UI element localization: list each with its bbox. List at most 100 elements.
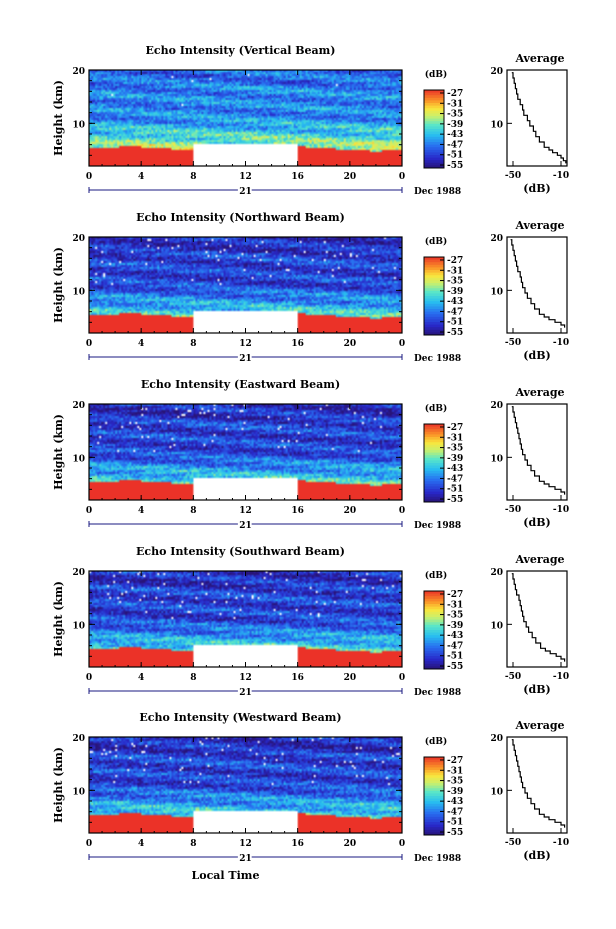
colorbar-tick-label: -43 xyxy=(447,797,463,807)
colorbar-tick-label: -27 xyxy=(447,590,463,600)
colorbar-segment xyxy=(424,290,444,294)
profile-y-tick-label: 10 xyxy=(490,787,503,797)
colorbar-segment xyxy=(424,277,444,281)
colorbar-segment xyxy=(424,650,444,654)
average-profile-1: Average 10 20 -50 -10(dB) xyxy=(490,52,569,195)
colorbar-tick-label: -31 xyxy=(447,99,463,109)
colorbar-unit: (dB) xyxy=(425,736,447,747)
colorbar-segment xyxy=(424,257,444,261)
colorbar-segment xyxy=(424,764,444,768)
colorbar-tick-label: -43 xyxy=(447,631,463,641)
colorbar-segment xyxy=(424,772,444,776)
colorbar-segment xyxy=(424,155,444,159)
colorbar-segment xyxy=(424,624,444,628)
profile-y-tick-label: 10 xyxy=(490,621,503,631)
colorbar-segment xyxy=(424,666,444,670)
colorbar-tick-label: -35 xyxy=(447,611,463,621)
colorbar-tick-label: -31 xyxy=(447,766,463,776)
colorbar-segment xyxy=(424,645,444,649)
colorbar-frame xyxy=(423,590,445,670)
colorbar-segment xyxy=(424,447,444,451)
profile-frame xyxy=(506,403,568,501)
colorbar-frame xyxy=(423,423,445,503)
colorbar-tick-label: -39 xyxy=(447,120,463,130)
colorbar-segment xyxy=(424,790,444,794)
colorbar-segment xyxy=(424,259,444,263)
colorbar-segment xyxy=(424,108,444,112)
colorbar-segment xyxy=(424,824,444,828)
colorbar-segment xyxy=(424,822,444,826)
colorbar-segment xyxy=(424,309,444,313)
colorbar-segment xyxy=(424,785,444,789)
colorbar-segment xyxy=(424,162,444,166)
colorbar-segment xyxy=(424,455,444,459)
profile-xlabel: (dB) xyxy=(523,683,550,696)
colorbar-tick-label: -47 xyxy=(447,807,463,817)
colorbar-segment xyxy=(424,324,444,328)
echo-intensity-map xyxy=(89,737,402,833)
colorbar-segment xyxy=(424,473,444,477)
date-label: Dec 1988 xyxy=(414,688,461,698)
x-tick-label: 4 xyxy=(138,339,144,349)
colorbar-segment xyxy=(424,757,444,761)
profile-line xyxy=(510,239,566,328)
colorbar-segment xyxy=(424,264,444,268)
beam-panel-4: Echo Intensity (Southward Beam) 0 4 8 12 16 20… xyxy=(52,545,463,700)
colorbar-segment xyxy=(424,832,444,836)
colorbar-segment xyxy=(424,811,444,815)
colorbar-segment xyxy=(424,783,444,787)
x-tick-label: 16 xyxy=(291,339,304,349)
y-axis-label: Height (km) xyxy=(52,80,65,156)
x-tick-label: 12 xyxy=(239,172,252,182)
x-tick-label: 12 xyxy=(239,339,252,349)
colorbar-segment xyxy=(424,267,444,271)
profile-x-tick-label: -10 xyxy=(553,171,569,181)
y-tick-label: 20 xyxy=(72,67,85,77)
profile-x-tick-label: -50 xyxy=(505,672,521,682)
colorbar-tick-label: -35 xyxy=(447,444,463,454)
colorbar-segment xyxy=(424,601,444,605)
x-tick-label: 8 xyxy=(190,673,196,683)
profile-frame xyxy=(506,570,568,668)
y-tick-label: 20 xyxy=(72,734,85,744)
colorbar-tick-label: -43 xyxy=(447,297,463,307)
colorbar-tick-label: -27 xyxy=(447,423,463,433)
colorbar-segment xyxy=(424,136,444,140)
colorbar-segment xyxy=(424,648,444,652)
colorbar-segment xyxy=(424,775,444,779)
y-axis-label: Height (km) xyxy=(52,747,65,823)
colorbar-tick-label: -55 xyxy=(447,495,463,505)
day-label: 21 xyxy=(239,521,252,531)
x-tick-label: 0 xyxy=(399,339,405,349)
colorbar-segment xyxy=(424,829,444,833)
y-axis-label: Height (km) xyxy=(52,247,65,323)
profile-x-tick-label: -50 xyxy=(505,838,521,848)
colorbar-segment xyxy=(424,460,444,464)
colorbar-segment xyxy=(424,149,444,153)
colorbar-tick-label: -39 xyxy=(447,787,463,797)
colorbar-segment xyxy=(424,280,444,284)
x-tick-label: 16 xyxy=(291,506,304,516)
colorbar-segment xyxy=(424,285,444,289)
date-label: Dec 1988 xyxy=(414,854,461,864)
x-tick-label: 16 xyxy=(291,839,304,849)
x-tick-label: 8 xyxy=(190,506,196,516)
x-tick-label: 20 xyxy=(344,839,357,849)
colorbar-segment xyxy=(424,777,444,781)
x-tick-label: 16 xyxy=(291,673,304,683)
colorbar-tick-label: -51 xyxy=(447,151,463,161)
profile-y-tick-label: 20 xyxy=(490,734,503,744)
colorbar-tick-label: -35 xyxy=(447,277,463,287)
colorbar-segment xyxy=(424,767,444,771)
date-label: Dec 1988 xyxy=(414,521,461,531)
x-tick-label: 0 xyxy=(399,172,405,182)
colorbar-segment xyxy=(424,97,444,101)
colorbar-segment xyxy=(424,116,444,120)
day-label: 21 xyxy=(239,187,252,197)
colorbar-segment xyxy=(424,780,444,784)
colorbar-segment xyxy=(424,272,444,276)
colorbar-segment xyxy=(424,316,444,320)
colorbar-segment xyxy=(424,788,444,792)
panel-title: Echo Intensity (Vertical Beam) xyxy=(145,44,335,57)
colorbar-segment xyxy=(424,298,444,302)
